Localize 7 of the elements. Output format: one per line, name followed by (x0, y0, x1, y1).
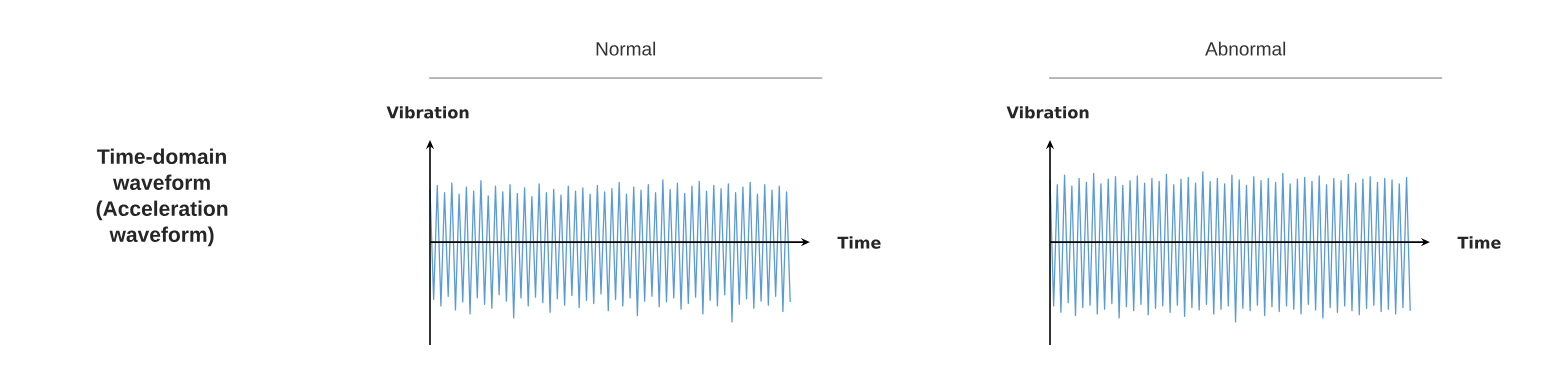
text: Time-domain waveform (Acceleration waveform) (96, 148, 228, 247)
x-axis-title: Time (837, 236, 881, 249)
chart-title: Normal (596, 41, 656, 56)
y-axis-title: Vibration (386, 106, 469, 119)
chart-title: Abnormal (1205, 41, 1286, 56)
y-axis-title: Vibration (1006, 106, 1089, 119)
x-axis-title: Time (1457, 236, 1501, 249)
